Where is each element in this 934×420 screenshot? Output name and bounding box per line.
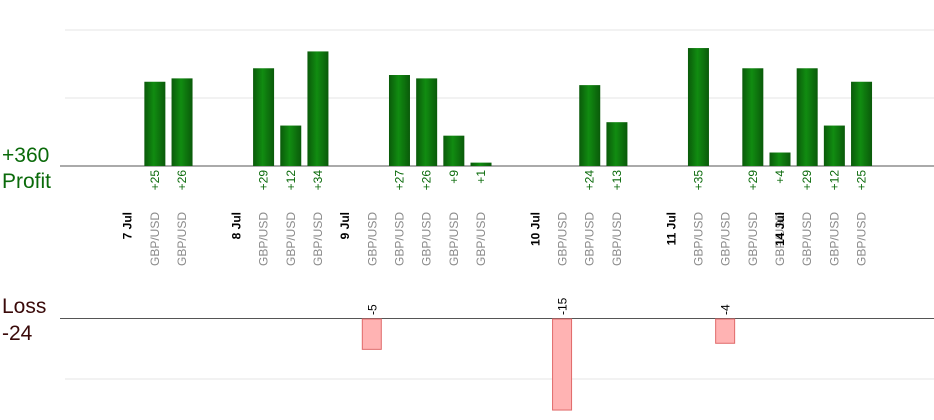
pair-label: GBP/USD	[420, 212, 434, 266]
profit-bar	[443, 135, 465, 166]
pair-label: GBP/USD	[175, 212, 189, 266]
pair-label: GBP/USD	[392, 212, 406, 266]
profit-value-label: +29	[800, 170, 814, 191]
profit-value-label: +27	[392, 170, 406, 191]
profit-bar	[280, 125, 302, 166]
pair-label: GBP/USD	[691, 212, 705, 266]
pair-label: GBP/USD	[365, 212, 379, 266]
profit-value-label: +25	[148, 170, 162, 191]
date-label: 7 Jul	[121, 212, 135, 239]
date-label: 9 Jul	[338, 212, 352, 239]
profit-value-label: +1	[474, 170, 488, 184]
loss-total: -24	[2, 322, 33, 345]
bars	[144, 48, 873, 411]
date-label: 14 Jul	[773, 212, 787, 246]
profit-value-label: +26	[175, 170, 189, 191]
profit-value-label: +29	[257, 170, 271, 191]
loss-value-label: -4	[719, 304, 733, 315]
profit-value-label: +12	[827, 170, 841, 191]
date-label: 10 Jul	[528, 212, 542, 246]
loss-value-label: -5	[365, 304, 379, 315]
pair-label: GBP/USD	[800, 212, 814, 266]
profit-bar	[742, 68, 764, 166]
bar-labels: +25 GBP/USD +26 GBP/USD +29 GBP/USD +12 GBP/USD…	[121, 170, 869, 315]
profit-total: +360	[2, 144, 49, 167]
profit-value-label: +29	[746, 170, 760, 191]
profit-value-label: +25	[855, 170, 869, 191]
pair-label: GBP/USD	[284, 212, 298, 266]
loss-bar	[715, 318, 736, 344]
profit-bar	[823, 125, 845, 166]
profit-value-label: +35	[691, 170, 705, 191]
profit-bar	[687, 48, 709, 166]
gridlines	[65, 29, 934, 380]
profit-bar	[606, 122, 628, 166]
profit-bar	[253, 68, 275, 166]
profit-value-label: +4	[773, 170, 787, 184]
profit-bar	[416, 78, 438, 166]
profit-bar	[769, 152, 791, 166]
pair-label: GBP/USD	[556, 212, 570, 266]
pair-label: GBP/USD	[148, 212, 162, 266]
pair-label: GBP/USD	[719, 212, 733, 266]
loss-value-label: -15	[556, 297, 570, 315]
loss-label: Loss	[2, 295, 46, 318]
pair-label: GBP/USD	[257, 212, 271, 266]
pair-label: GBP/USD	[773, 212, 787, 266]
profit-bar	[851, 81, 873, 166]
pair-label: GBP/USD	[746, 212, 760, 266]
loss-bar	[552, 318, 573, 411]
profit-bar	[307, 51, 329, 166]
pair-label: GBP/USD	[474, 212, 488, 266]
profit-bar	[579, 85, 601, 166]
profit-value-label: +26	[420, 170, 434, 191]
profit-value-label: +9	[447, 170, 461, 184]
profit-bar	[796, 68, 818, 166]
pair-label: GBP/USD	[583, 212, 597, 266]
profit-value-label: +24	[583, 170, 597, 191]
pair-label: GBP/USD	[447, 212, 461, 266]
pair-label: GBP/USD	[311, 212, 325, 266]
profit-value-label: +13	[610, 170, 624, 191]
pair-label: GBP/USD	[610, 212, 624, 266]
profit-bar	[144, 81, 166, 166]
profit-label: Profit	[2, 170, 51, 193]
date-label: 11 Jul	[664, 212, 678, 245]
profit-value-label: +12	[284, 170, 298, 191]
date-label: 8 Jul	[229, 212, 243, 239]
pair-label: GBP/USD	[855, 212, 869, 266]
pair-label: GBP/USD	[827, 212, 841, 266]
profit-bar	[470, 162, 492, 166]
profit-value-label: +34	[311, 170, 325, 191]
profit-bar	[388, 75, 410, 166]
profit-bar	[171, 78, 193, 166]
loss-bar	[361, 318, 382, 350]
